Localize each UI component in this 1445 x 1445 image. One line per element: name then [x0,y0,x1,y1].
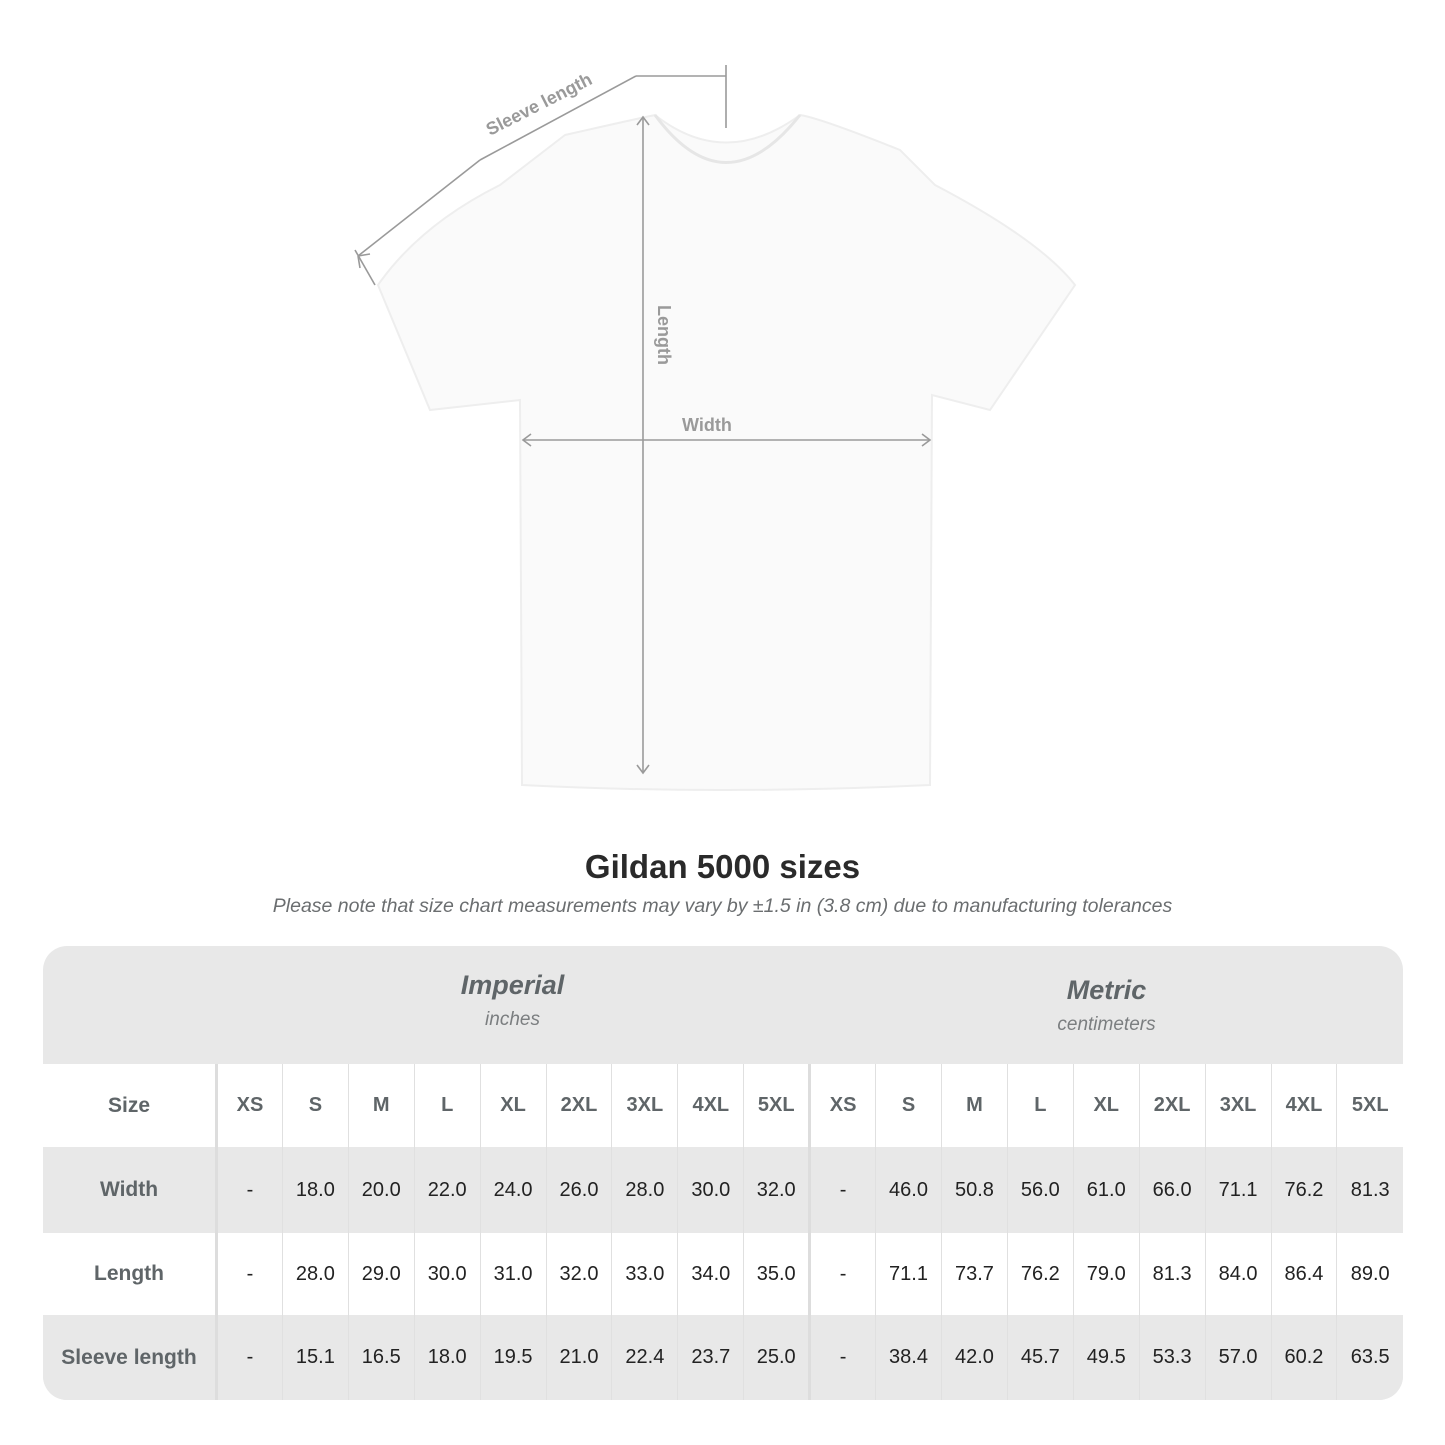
imperial-size-m: M [347,1064,415,1147]
metric-title: Metric [1066,975,1147,1005]
size-header: Size [43,1064,218,1147]
imperial-value-cell: 19.5 [479,1315,547,1400]
metric-size-m: M [940,1064,1008,1147]
metric-value-cell: 89.0 [1336,1233,1403,1315]
imperial-size-xl: XL [479,1064,547,1147]
length-label: Length [654,305,674,365]
tolerance-note: Please note that size chart measurements… [272,895,1173,917]
metric-value-cell: 63.5 [1336,1315,1403,1400]
sleeve-length-line [357,159,481,257]
imperial-size-5xl: 5XL [743,1064,810,1147]
metric-value-cell: 66.0 [1138,1147,1206,1233]
imperial-value-cell: 16.5 [347,1315,415,1400]
tshirt-image [376,113,1077,791]
metric-value-cell: 84.0 [1204,1233,1271,1315]
page-title: Gildan 5000 sizes [584,848,861,885]
tshirt-diagram: Sleeve length Length Width [354,65,1077,791]
metric-value-cell: 57.0 [1204,1315,1271,1400]
metric-size-s: S [875,1064,942,1147]
table-row: Sleeve length -15.1 16.5 18.0 19.5 21.0 22.4 23… [43,1315,1403,1400]
metric-value-cell: 81.3 [1138,1233,1206,1315]
metric-size-2xl: 2XL [1138,1064,1206,1147]
metric-size-4xl: 4XL [1270,1064,1337,1147]
metric-size-xs: XS [808,1064,876,1147]
metric-value-cell: 71.1 [875,1233,942,1315]
imperial-value-cell: 31.0 [479,1233,547,1315]
imperial-value-cell: 22.4 [611,1315,678,1400]
metric-size-3xl: 3XL [1204,1064,1271,1147]
metric-value-cell: 79.0 [1072,1233,1140,1315]
imperial-value-cell: 26.0 [545,1147,612,1233]
collar [653,114,802,164]
imperial-value-cell: 30.0 [677,1147,744,1233]
metric-value-cell: 45.7 [1006,1315,1074,1400]
metric-value-cell: 76.2 [1270,1147,1337,1233]
imperial-value-cell: 15.1 [281,1315,349,1400]
metric-value-cell: 86.4 [1270,1233,1337,1315]
metric-value-cell: 53.3 [1138,1315,1206,1400]
metric-value-cell: 49.5 [1072,1315,1140,1400]
imperial-header: Imperial inches [215,946,810,1064]
imperial-value-cell: 28.0 [281,1233,349,1315]
size-table: Imperial inches Metric centimeters Size X… [43,946,1403,1400]
imperial-size-xs: XS [216,1064,283,1147]
metric-value-cell: - [808,1147,876,1233]
imperial-value-cell: - [216,1315,283,1400]
imperial-value-cell: - [216,1147,283,1233]
metric-value-cell: 60.2 [1270,1315,1337,1400]
imperial-size-3xl: 3XL [611,1064,678,1147]
imperial-size-2xl: 2XL [545,1064,612,1147]
metric-value-cell: 50.8 [940,1147,1008,1233]
metric-value-cell: 73.7 [940,1233,1008,1315]
metric-value-cell: - [808,1315,876,1400]
table-row: Width -18.0 20.0 22.0 24.0 26.0 28.0 30.0 32.0-4… [43,1147,1403,1233]
metric-value-cell: 81.3 [1336,1147,1403,1233]
imperial-value-cell: 25.0 [743,1315,810,1400]
metric-value-cell: 76.2 [1006,1233,1074,1315]
imperial-value-cell: 32.0 [545,1233,612,1315]
imperial-value-cell: 24.0 [479,1147,547,1233]
size-grid: Size XS S M L XL 2XL 3XL 4XL 5XL XS S M L XL 2XL 3XL 4XL 5… [43,1064,1403,1400]
metric-size-5xl: 5XL [1336,1064,1403,1147]
imperial-value-cell: 35.0 [743,1233,810,1315]
row-label: Length [43,1233,218,1315]
imperial-unit: inches [485,1009,540,1030]
table-row: Length -28.0 29.0 30.0 31.0 32.0 33.0 34.0 35.0-… [43,1233,1403,1315]
imperial-value-cell: 20.0 [347,1147,415,1233]
imperial-title: Imperial [460,970,565,1000]
imperial-size-s: S [281,1064,349,1147]
imperial-value-cell: 18.0 [413,1315,481,1400]
metric-value-cell: 46.0 [875,1147,942,1233]
imperial-value-cell: 32.0 [743,1147,810,1233]
imperial-value-cell: 34.0 [677,1233,744,1315]
header-row: Size XS S M L XL 2XL 3XL 4XL 5XL XS S M L XL 2XL 3XL 4XL 5… [43,1064,1403,1147]
imperial-value-cell: - [216,1233,283,1315]
metric-value-cell: 38.4 [875,1315,942,1400]
metric-value-cell: 56.0 [1006,1147,1074,1233]
imperial-value-cell: 21.0 [545,1315,612,1400]
metric-size-xl: XL [1072,1064,1140,1147]
metric-size-l: L [1006,1064,1074,1147]
width-label: Width [682,415,732,435]
metric-header: Metric centimeters [810,946,1403,1064]
imperial-value-cell: 23.7 [677,1315,744,1400]
metric-value-cell: 42.0 [940,1315,1008,1400]
imperial-value-cell: 29.0 [347,1233,415,1315]
imperial-value-cell: 22.0 [413,1147,481,1233]
row-label: Sleeve length [43,1315,218,1400]
metric-value-cell: 61.0 [1072,1147,1140,1233]
imperial-value-cell: 30.0 [413,1233,481,1315]
imperial-value-cell: 33.0 [611,1233,678,1315]
imperial-value-cell: 18.0 [281,1147,349,1233]
imperial-size-4xl: 4XL [677,1064,744,1147]
imperial-size-l: L [413,1064,481,1147]
metric-unit: centimeters [1057,1014,1156,1035]
imperial-value-cell: 28.0 [611,1147,678,1233]
row-label: Width [43,1147,218,1233]
metric-value-cell: - [808,1233,876,1315]
metric-value-cell: 71.1 [1204,1147,1271,1233]
